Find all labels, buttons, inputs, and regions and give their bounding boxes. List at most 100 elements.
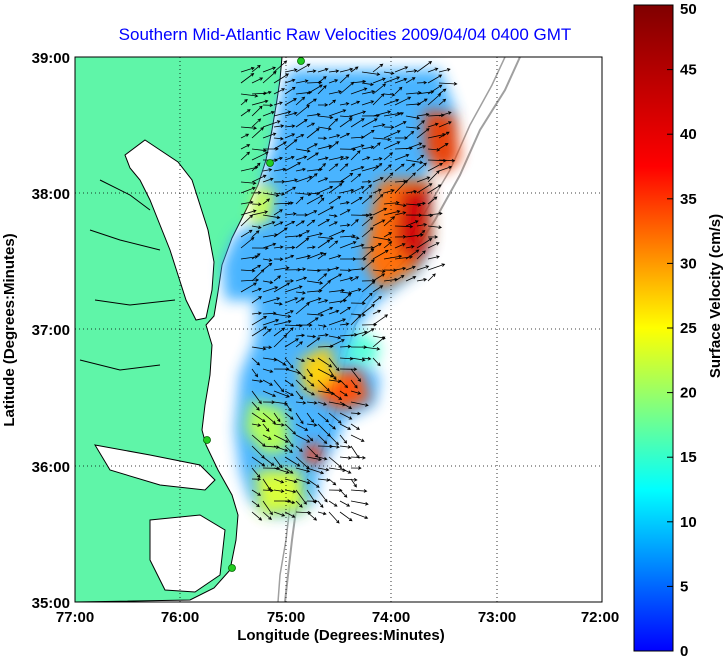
velocity-arrow [262, 214, 281, 220]
velocity-arrow [317, 239, 331, 249]
velocity-arrow [416, 265, 430, 271]
chesapeake-bay [124, 139, 215, 321]
velocity-arrow [427, 93, 442, 106]
velocity-arrow [295, 323, 313, 327]
velocity-arrow [350, 466, 362, 470]
velocity-arrow [284, 139, 298, 150]
velocity-arrow [372, 309, 382, 315]
velocity-arrow [394, 121, 407, 128]
velocity-arrow [284, 162, 302, 172]
velocity-arrow [273, 167, 287, 172]
velocity-arrow [328, 335, 342, 340]
velocity-arrow [306, 499, 319, 504]
velocity-arrow [251, 296, 262, 304]
velocity-arrow [438, 121, 452, 128]
velocity-arrow [328, 134, 341, 139]
velocity-arrow [438, 88, 447, 95]
velocity-arrow [295, 467, 311, 473]
velocity-arrow [262, 111, 275, 117]
velocity-arrow [328, 141, 339, 150]
velocity-arrow [306, 423, 318, 427]
velocity-arrow [339, 156, 350, 161]
velocity-arrow [416, 61, 433, 73]
station-marker [297, 57, 305, 65]
velocity-arrow [350, 357, 366, 362]
velocity-arrow [339, 356, 354, 361]
velocity-arrow [306, 210, 318, 216]
velocity-arrow [251, 390, 262, 405]
velocity-arrow [328, 511, 340, 524]
velocity-arrow [339, 276, 354, 282]
colorbar: 0 5 10 15 20 25 30 35 40 45 50 Surface Velocity (c… [633, 1, 724, 659]
x-tick-label: 73:00 [478, 609, 516, 626]
velocity-arrow [328, 240, 339, 249]
velocity-arrow [251, 467, 261, 479]
velocity-arrow [328, 221, 338, 227]
velocity-arrow [317, 412, 330, 423]
velocity-arrow [284, 124, 296, 128]
velocity-arrow [394, 112, 404, 117]
velocity-arrow [240, 93, 259, 98]
velocity-arrow [372, 93, 385, 106]
y-tick-label: 35:00 [32, 595, 70, 612]
velocity-arrow [262, 297, 281, 304]
velocity-arrow [306, 478, 320, 488]
velocity-arrow [350, 314, 362, 326]
velocity-arrow [394, 235, 407, 239]
velocity-arrow [295, 500, 303, 508]
velocity-arrow [416, 162, 427, 172]
velocity-arrow [405, 220, 419, 227]
velocity-arrow [240, 66, 255, 73]
velocity-arrow [339, 67, 354, 73]
velocity-arrow [251, 162, 261, 172]
velocity-arrow [317, 500, 324, 508]
velocity-arrow [427, 67, 439, 73]
velocity-arrow [306, 280, 324, 285]
velocity-arrow [372, 188, 382, 194]
velocity-arrow [372, 285, 384, 293]
velocity-arrow [339, 467, 352, 474]
velocity-arrow [262, 390, 277, 397]
velocity-arrow [317, 324, 327, 328]
velocity-arrow [328, 423, 336, 430]
velocity-arrow [273, 275, 282, 282]
y-tick-label: 39:00 [32, 50, 70, 67]
velocity-arrow [251, 151, 269, 161]
velocity-arrow [383, 125, 395, 130]
velocity-arrow [328, 445, 340, 449]
station-marker [266, 159, 274, 167]
velocity-arrow [328, 309, 340, 315]
velocity-arrow [383, 201, 400, 205]
velocity-arrow [251, 511, 263, 521]
velocity-arrow [284, 68, 298, 73]
velocity-arrow [350, 166, 365, 172]
velocity-arrow [350, 401, 369, 407]
velocity-arrow [328, 500, 338, 507]
velocity-arrow [240, 214, 254, 227]
velocity-arrow [350, 500, 369, 506]
colorbar-tick-label: 25 [680, 320, 697, 337]
velocity-arrow [361, 82, 374, 87]
velocity-arrow [284, 98, 297, 106]
velocity-arrow [383, 254, 403, 260]
velocity-arrow [383, 241, 393, 249]
velocity-arrow [306, 313, 325, 317]
velocity-arrow [405, 249, 420, 260]
velocity-arrow [262, 177, 274, 183]
velocity-arrow [350, 368, 361, 382]
velocity-arrow [273, 141, 287, 150]
velocity-arrow [295, 290, 306, 295]
velocity-arrow [361, 303, 375, 315]
velocity-arrow [361, 292, 373, 304]
velocity-arrow [372, 249, 389, 260]
velocity-arrow [317, 85, 327, 95]
velocity-arrow [240, 209, 257, 216]
radar-stations [203, 57, 305, 572]
velocity-arrow [273, 209, 283, 216]
velocity-arrow [273, 313, 292, 318]
velocity-arrow [284, 254, 295, 260]
velocity-arrow [306, 127, 320, 139]
velocity-arrow [273, 489, 285, 493]
velocity-arrow [295, 196, 304, 205]
